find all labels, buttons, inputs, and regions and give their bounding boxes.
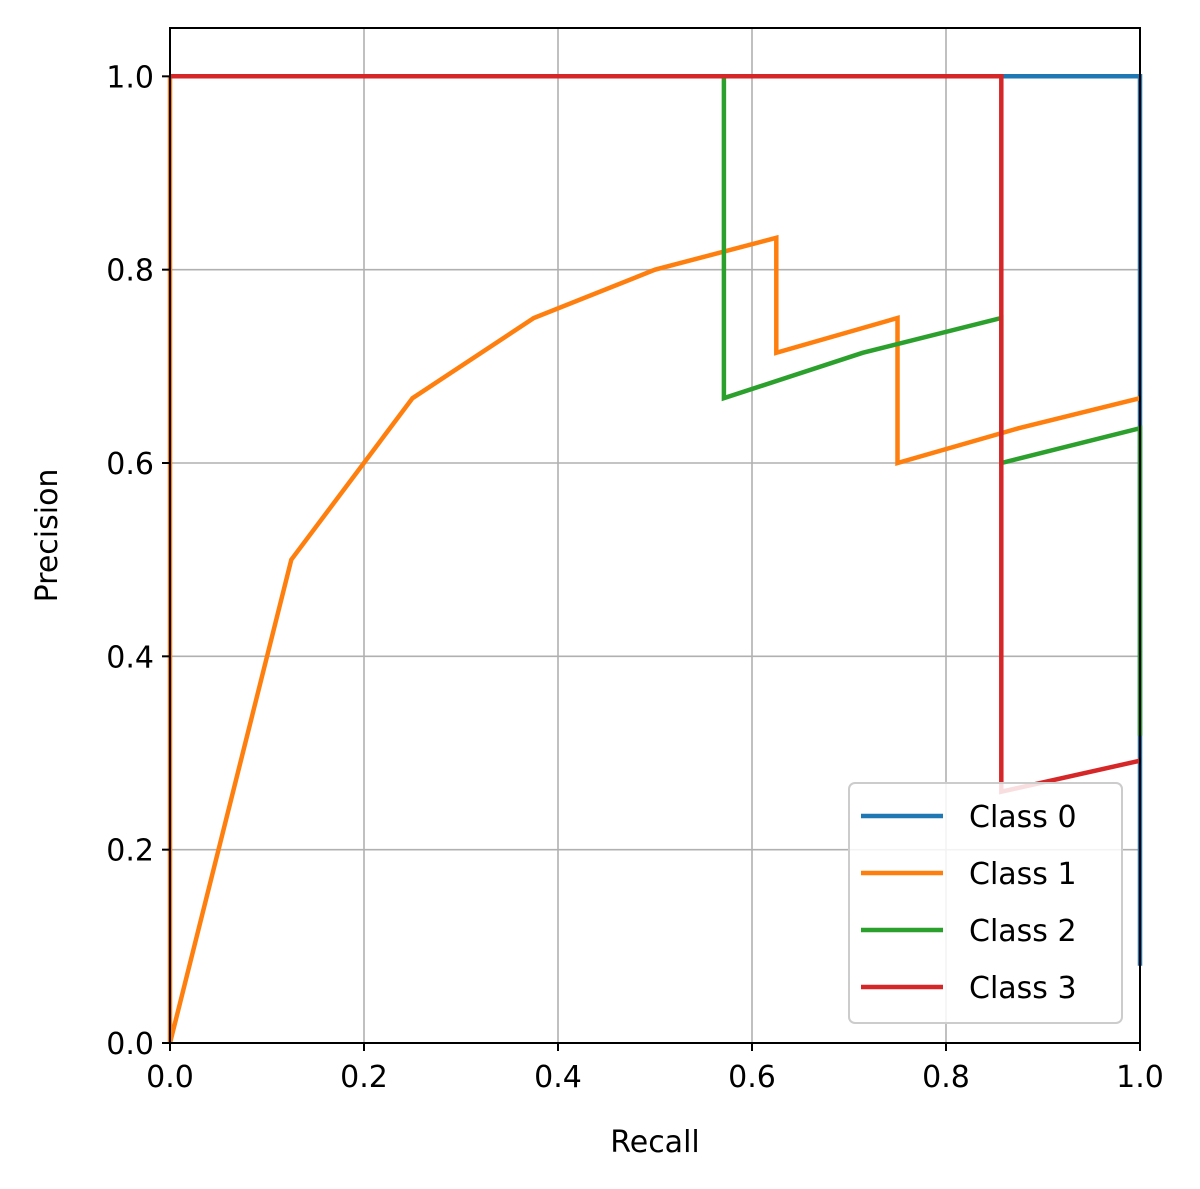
x-tick-label: 0.6 — [728, 1060, 776, 1095]
x-tick-label: 0.8 — [922, 1060, 970, 1095]
y-tick-label: 0.4 — [106, 640, 154, 675]
y-tick-label: 0.2 — [106, 834, 154, 869]
x-tick-label: 0.0 — [146, 1060, 194, 1095]
series-line-class-2 — [170, 74, 1143, 736]
legend-label: Class 2 — [969, 914, 1077, 949]
y-tick-label: 0.0 — [106, 1027, 154, 1062]
y-tick-label: 0.8 — [106, 254, 154, 289]
x-tick-label: 0.2 — [340, 1060, 388, 1095]
x-axis-label: Recall — [610, 1125, 700, 1160]
plot-frame — [169, 27, 1141, 1044]
x-tick-label: 1.0 — [1116, 1060, 1164, 1095]
y-tick-label: 1.0 — [106, 60, 154, 95]
series-line-class-3 — [170, 74, 1141, 795]
axis-ticks: 0.0 0.2 0.4 0.6 0.8 1.0 0.0 0.2 0.4 0.6 0.8 1.0 — [106, 60, 1164, 1095]
legend-box — [848, 782, 1123, 1024]
y-axis-label: Precision — [30, 469, 65, 603]
series-line-class-1 — [167, 76, 1141, 1044]
legend: Class 0 Class 1 Class 2 Class 3 — [848, 782, 1123, 1024]
y-tick-label: 0.6 — [106, 447, 154, 482]
x-tick-label: 0.4 — [534, 1060, 582, 1095]
legend-label: Class 0 — [969, 800, 1077, 835]
legend-label: Class 1 — [969, 857, 1077, 892]
legend-label: Class 3 — [969, 971, 1077, 1006]
